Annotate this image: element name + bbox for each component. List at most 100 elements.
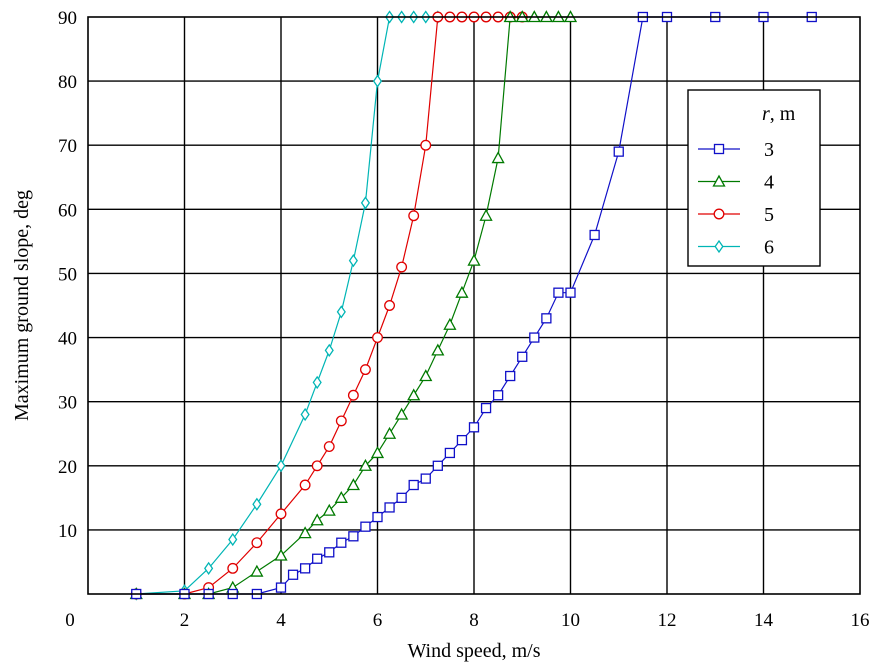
x-tick-label: 2 xyxy=(180,610,190,631)
x-tick-label: 8 xyxy=(469,610,479,631)
x-tick-label: 14 xyxy=(754,610,774,631)
data-point-3 xyxy=(517,351,528,362)
legend-title-unit: , m xyxy=(770,103,796,125)
y-tick-label: 10 xyxy=(58,521,77,542)
data-point-4 xyxy=(395,407,409,420)
data-point-5 xyxy=(396,261,408,273)
data-point-3 xyxy=(384,502,395,513)
data-point-3 xyxy=(372,511,383,523)
data-point-6 xyxy=(204,561,214,575)
x-tick-label: 6 xyxy=(373,610,383,631)
y-tick-label: 90 xyxy=(58,8,77,29)
data-point-4 xyxy=(358,458,373,471)
data-point-3 xyxy=(336,537,347,548)
data-point-3 xyxy=(492,390,504,401)
data-point-3 xyxy=(529,332,540,343)
legend-marker-3 xyxy=(713,143,725,155)
x-tick-label: 12 xyxy=(658,610,677,631)
data-point-6 xyxy=(336,305,346,319)
legend-entries: 3 4 5 6 xyxy=(698,139,774,259)
series-line-4 xyxy=(136,16,571,595)
x-axis-title: Wind speed, m/s xyxy=(407,640,540,662)
plot-frame xyxy=(87,16,861,595)
data-point-5 xyxy=(335,415,347,427)
data-point-4 xyxy=(310,513,324,526)
series-4 xyxy=(129,10,578,600)
data-point-6 xyxy=(252,497,262,511)
data-point-3 xyxy=(553,287,564,298)
data-point-5 xyxy=(311,460,323,472)
data-point-4 xyxy=(382,426,397,439)
legend-title: r, m xyxy=(762,103,796,125)
legend-title-var: r xyxy=(762,103,770,125)
data-point-4 xyxy=(322,503,336,516)
x-tick-label: 10 xyxy=(561,610,580,631)
data-point-3 xyxy=(541,313,552,324)
legend-marker-6 xyxy=(714,239,724,254)
y-tick-label: 80 xyxy=(58,72,77,93)
data-point-5 xyxy=(347,389,359,401)
data-point-4 xyxy=(334,490,348,503)
data-point-3 xyxy=(275,582,287,593)
data-point-6 xyxy=(324,343,334,358)
data-point-4 xyxy=(491,151,505,164)
legend-label-5: 5 xyxy=(764,204,774,226)
data-point-3 xyxy=(456,434,468,446)
data-point-5 xyxy=(251,537,263,549)
data-point-5 xyxy=(384,300,396,311)
tick-labels: 0 2 4 6 8 10 12 14 16 10 20 30 40 50 60 70 80 90 xyxy=(58,8,870,631)
series-6 xyxy=(131,10,443,601)
legend-entry-5: 5 xyxy=(698,204,774,226)
data-point-3 xyxy=(299,563,311,574)
legend-label-3: 3 xyxy=(764,139,774,161)
data-point-4 xyxy=(407,388,421,401)
data-point-3 xyxy=(505,370,516,382)
data-point-3 xyxy=(420,473,431,484)
data-point-6 xyxy=(312,375,322,390)
legend-label-6: 6 xyxy=(764,237,774,259)
legend: r, m 3 4 5 6 xyxy=(687,89,821,267)
y-tick-label: 20 xyxy=(58,457,77,478)
data-point-3 xyxy=(480,402,492,414)
data-point-5 xyxy=(275,508,287,520)
y-axis-title: Maximum ground slope, deg xyxy=(11,190,33,421)
y-tick-label: 40 xyxy=(58,329,77,350)
legend-entry-3: 3 xyxy=(698,139,774,161)
y-tick-label: 70 xyxy=(58,136,77,157)
data-point-3 xyxy=(468,422,480,433)
data-point-3 xyxy=(444,447,456,459)
data-point-4 xyxy=(467,253,481,266)
legend-marker-4 xyxy=(712,174,726,187)
data-point-3 xyxy=(565,287,576,298)
data-point-5 xyxy=(323,441,335,452)
data-point-5 xyxy=(420,139,432,151)
data-point-4 xyxy=(419,369,433,382)
legend-entry-6: 6 xyxy=(698,237,774,259)
data-point-3 xyxy=(348,531,359,542)
data-point-6 xyxy=(300,407,310,422)
y-tick-label: 60 xyxy=(58,200,77,221)
data-point-4 xyxy=(250,564,264,577)
data-point-3 xyxy=(312,553,323,564)
data-point-3 xyxy=(432,460,443,471)
y-tick-label: 30 xyxy=(58,393,77,414)
data-point-5 xyxy=(372,332,383,344)
x-tick-label: 16 xyxy=(851,610,870,631)
data-point-4 xyxy=(443,317,457,330)
data-point-3 xyxy=(287,569,299,580)
data-point-4 xyxy=(431,343,445,356)
data-point-3 xyxy=(396,492,407,503)
data-point-3 xyxy=(408,479,419,491)
data-point-6 xyxy=(228,532,238,547)
data-point-5 xyxy=(408,210,420,222)
data-point-5 xyxy=(227,562,239,574)
data-point-6 xyxy=(360,196,371,210)
data-point-4 xyxy=(479,208,493,221)
legend-box xyxy=(687,89,821,267)
data-point-4 xyxy=(370,446,385,459)
legend-marker-5 xyxy=(713,208,725,220)
data-point-5 xyxy=(299,479,311,491)
legend-entry-4: 4 xyxy=(698,172,774,194)
y-tick-label: 50 xyxy=(58,264,77,285)
